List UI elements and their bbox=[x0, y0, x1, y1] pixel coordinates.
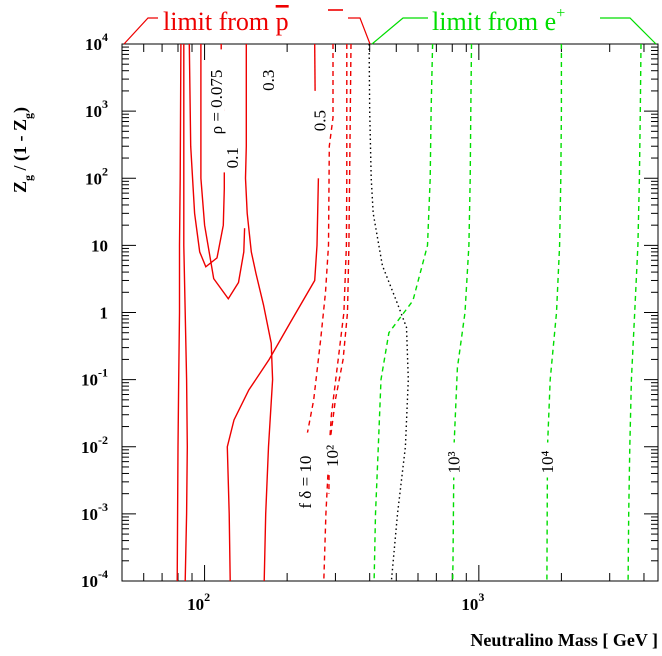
curve-label: ρ = 0.075 bbox=[206, 49, 226, 139]
pbar-bracket-right bbox=[348, 17, 371, 45]
curve-label-bg bbox=[310, 100, 329, 136]
series-pbar-1 bbox=[183, 44, 189, 582]
x-tick-labels: 102 103 bbox=[187, 590, 484, 614]
curve-label: 10⁴ bbox=[538, 442, 557, 478]
plot-frame bbox=[121, 43, 659, 582]
series-pbar-9 bbox=[328, 44, 348, 494]
series-pbar-3 bbox=[200, 44, 246, 301]
curve-label-bg bbox=[295, 432, 314, 513]
series-pbar-2 bbox=[188, 43, 226, 268]
x-axis-label: Neutralino Mass [ GeV ] bbox=[470, 630, 658, 650]
curve-label-text: 0.3 bbox=[259, 70, 278, 91]
curve-label-bg bbox=[206, 49, 225, 139]
positron-annotation-text: limit from e+ bbox=[432, 5, 565, 36]
series-pbar-5 bbox=[244, 44, 274, 582]
y-tick-label: 1 bbox=[100, 304, 109, 323]
curve-label-text: 10⁴ bbox=[538, 451, 557, 474]
y-tick-label: 10-1 bbox=[81, 366, 108, 390]
curve-label: 10³ bbox=[444, 442, 463, 478]
curve-label-text: 0.1 bbox=[223, 147, 242, 168]
series-pbar-0 bbox=[176, 43, 182, 582]
curve-label-text: f δ = 10 bbox=[296, 456, 315, 509]
curve-label-bg bbox=[323, 436, 342, 471]
axis-ticks bbox=[121, 43, 658, 582]
curve-label-text: 10³ bbox=[444, 451, 463, 473]
series-positron-15 bbox=[627, 43, 642, 582]
curve-label-bg bbox=[258, 59, 277, 95]
y-tick-label: 103 bbox=[85, 97, 108, 121]
pbar-annotation-text: limit from p bbox=[163, 7, 289, 36]
positron-annotation: limit from e+ bbox=[371, 5, 657, 45]
curve-label-bg bbox=[444, 442, 463, 478]
pbar-annotation: limit from p bbox=[123, 7, 371, 45]
y-axis-label: Zg / (1 - Zg) bbox=[10, 107, 35, 193]
curve-label-bg bbox=[223, 137, 242, 173]
curve-label-text: 0.5 bbox=[310, 110, 329, 131]
curve-label: f δ = 10 bbox=[295, 432, 315, 513]
x-tick-label: 102 bbox=[187, 590, 210, 614]
curve-label: 0.5 bbox=[310, 100, 329, 136]
curve-label: 0.3 bbox=[258, 59, 278, 95]
series-positron-14 bbox=[546, 44, 563, 582]
series-positron-12 bbox=[373, 43, 434, 582]
series-pbar-10 bbox=[323, 43, 352, 582]
y-tick-label: 10 bbox=[91, 236, 108, 255]
y-tick-label: 10-3 bbox=[81, 500, 108, 524]
curve-label-bg bbox=[538, 442, 557, 478]
curve-label-text: ρ = 0.075 bbox=[207, 70, 226, 135]
series-positron-13 bbox=[452, 43, 473, 582]
y-tick-label: 10-4 bbox=[81, 567, 108, 591]
pbar-bracket bbox=[123, 17, 158, 45]
positron-bracket-right bbox=[600, 17, 657, 45]
y-tick-label: 104 bbox=[85, 30, 108, 54]
y-tick-label: 102 bbox=[85, 164, 108, 188]
curve-label: 10² bbox=[323, 436, 342, 471]
curve-label: 0.1 bbox=[223, 137, 242, 173]
x-tick-label: 103 bbox=[461, 590, 484, 614]
series-layer bbox=[176, 43, 642, 582]
curve-label-text: 10² bbox=[323, 445, 342, 467]
series-boundary-11 bbox=[368, 43, 410, 582]
series-pbar-7 bbox=[226, 178, 320, 582]
curve-labels: ρ = 0.075 0.1 0.3 0.5 f δ = 10 10² 10³ 10⁴ bbox=[206, 49, 557, 513]
y-tick-label: 10-2 bbox=[81, 433, 108, 457]
positron-bracket bbox=[371, 17, 428, 45]
series-pbar-8 bbox=[301, 44, 334, 482]
